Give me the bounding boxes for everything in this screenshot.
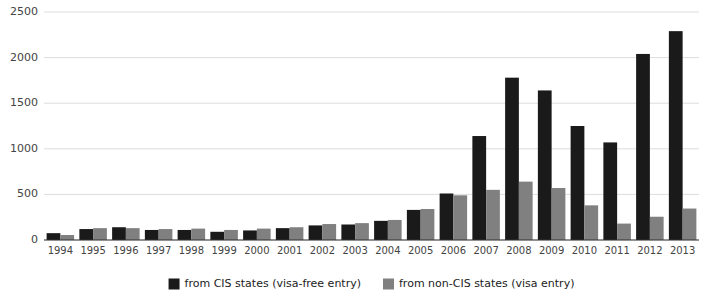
bar: [210, 232, 224, 240]
legend-label: from CIS states (visa-free entry): [185, 277, 361, 290]
bar: [453, 195, 467, 240]
bar: [603, 142, 617, 240]
x-tick-label: 1997: [146, 245, 171, 256]
x-tick-label: 2004: [375, 245, 400, 256]
x-tick-label: 2012: [637, 245, 662, 256]
bar: [683, 209, 697, 240]
bar: [191, 229, 205, 240]
x-axis: 1994 1995 1996 1997 1998 1999 2000 2001 2002 2003…: [48, 245, 696, 256]
bar: [421, 209, 435, 240]
bar: [355, 223, 369, 240]
y-tick-label: 2500: [10, 5, 38, 18]
legend-swatch: [383, 279, 394, 290]
bar: [669, 31, 683, 240]
x-tick-label: 2013: [670, 245, 695, 256]
y-tick-label: 1000: [10, 142, 38, 155]
bar: [178, 230, 192, 240]
grid-line: [44, 57, 699, 58]
bar: [276, 228, 290, 240]
bar: [636, 54, 650, 240]
grid-line: [44, 103, 699, 104]
y-axis: 0 500 1000 1500 2000 2500: [10, 5, 38, 246]
y-tick-label: 1500: [10, 96, 38, 109]
grid: [44, 12, 699, 240]
x-tick-label: 1999: [211, 245, 236, 256]
bar: [552, 188, 566, 240]
bar: [79, 229, 93, 240]
bar: [505, 78, 519, 240]
bar: [322, 224, 336, 240]
bar: [519, 182, 533, 240]
x-tick-label: 1996: [113, 245, 138, 256]
x-tick-label: 2007: [473, 245, 498, 256]
x-tick-label: 2006: [441, 245, 466, 256]
x-tick-label: 2002: [310, 245, 335, 256]
x-tick-label: 2003: [342, 245, 367, 256]
x-axis-line: [44, 240, 699, 241]
x-tick-label: 1995: [80, 245, 105, 256]
x-tick-label: 2011: [604, 245, 629, 256]
bar: [538, 90, 552, 240]
bar: [584, 205, 598, 240]
x-tick-label: 1998: [179, 245, 204, 256]
bar: [60, 235, 74, 240]
grid-line: [44, 12, 699, 13]
bar: [440, 193, 454, 240]
bar: [617, 224, 631, 240]
bar: [407, 210, 421, 240]
legend-label: from non-CIS states (visa entry): [399, 277, 574, 290]
x-tick-label: 2009: [539, 245, 564, 256]
bar: [290, 227, 304, 240]
bar: [159, 229, 173, 240]
x-tick-label: 2010: [572, 245, 597, 256]
grid-line: [44, 148, 699, 149]
bar: [472, 136, 486, 240]
bar: [650, 217, 664, 240]
y-tick-label: 500: [17, 187, 38, 200]
bars: [47, 31, 697, 240]
bar: [112, 227, 126, 240]
y-tick-label: 0: [31, 233, 38, 246]
legend: from CIS states (visa-free entry) from no…: [169, 277, 575, 290]
bar: [341, 224, 355, 240]
bar: [257, 229, 271, 240]
bar: [145, 230, 159, 240]
bar: [486, 190, 500, 240]
chart: 0 500 1000 1500 2000 2500 1994 1995 1996 1997 1998…: [0, 0, 709, 302]
grid-line: [44, 194, 699, 195]
x-tick-label: 1994: [48, 245, 73, 256]
bar: [224, 230, 238, 240]
bar: [388, 220, 402, 240]
x-tick-label: 2000: [244, 245, 269, 256]
y-tick-label: 2000: [10, 51, 38, 64]
bar: [571, 126, 585, 240]
x-tick-label: 2001: [277, 245, 302, 256]
bar: [309, 225, 323, 240]
bar: [374, 221, 388, 240]
bar: [243, 230, 257, 240]
grid-line: [44, 240, 699, 241]
bar: [93, 228, 107, 240]
bar: [47, 233, 61, 240]
x-tick-label: 2008: [506, 245, 531, 256]
legend-swatch: [169, 279, 180, 290]
bar: [126, 228, 140, 240]
x-tick-label: 2005: [408, 245, 433, 256]
